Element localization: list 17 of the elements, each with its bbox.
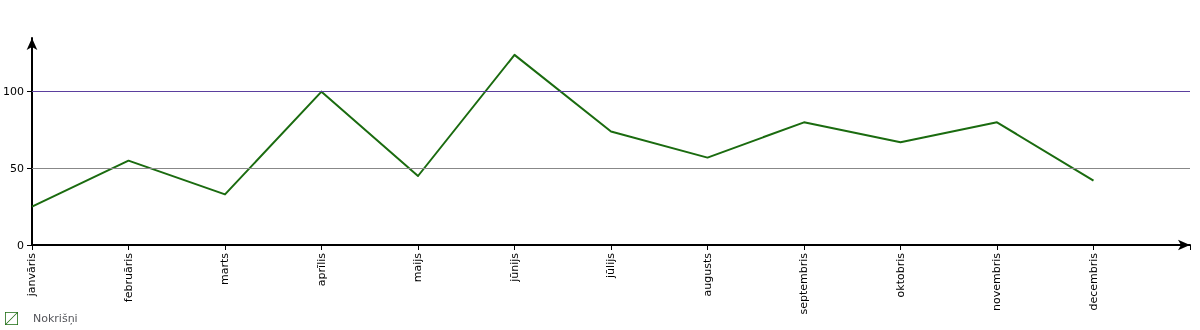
x-tick-label: jūnijs	[508, 252, 521, 283]
x-tick-label: marts	[218, 252, 232, 286]
x-tick-label: maijs	[411, 252, 425, 283]
y-tick-label: 100	[3, 85, 24, 99]
x-tick-label: decembris	[1087, 252, 1100, 311]
x-tick-label: februāris	[122, 252, 135, 303]
x-tick-label: augusts	[701, 252, 714, 297]
x-tick-label: aprīlis	[315, 252, 328, 287]
x-tick-label: novembris	[990, 252, 1004, 311]
x-tick-label: oktobris	[894, 252, 907, 298]
y-tick-label: 0	[17, 238, 24, 252]
x-tick-label: septembris	[797, 252, 811, 315]
x-tick-label: janvāris	[25, 252, 39, 298]
legend-label: Nokrišņi	[33, 312, 78, 325]
y-tick-label: 50	[10, 161, 24, 175]
line-series	[31, 53, 1095, 208]
x-tick-label: jūlijs	[604, 252, 618, 279]
